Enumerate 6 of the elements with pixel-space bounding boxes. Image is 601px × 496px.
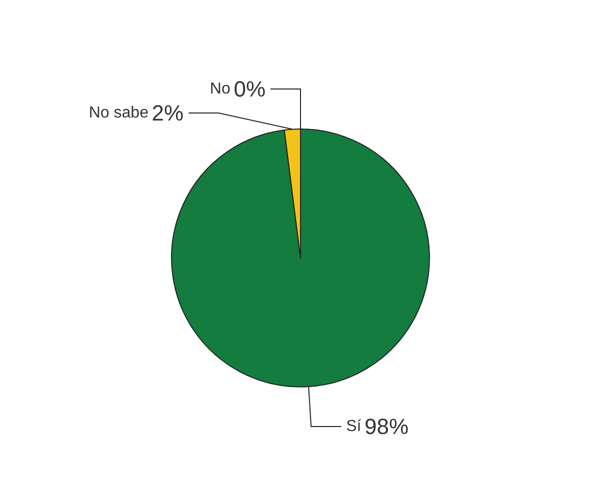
slice-label: Sí: [346, 418, 362, 436]
data-label: 98%: [364, 414, 409, 440]
category-label: No: [210, 80, 230, 98]
slice-label: No sabe: [88, 104, 149, 122]
data-label: 2%: [152, 100, 184, 126]
text: 0%: [234, 76, 266, 102]
